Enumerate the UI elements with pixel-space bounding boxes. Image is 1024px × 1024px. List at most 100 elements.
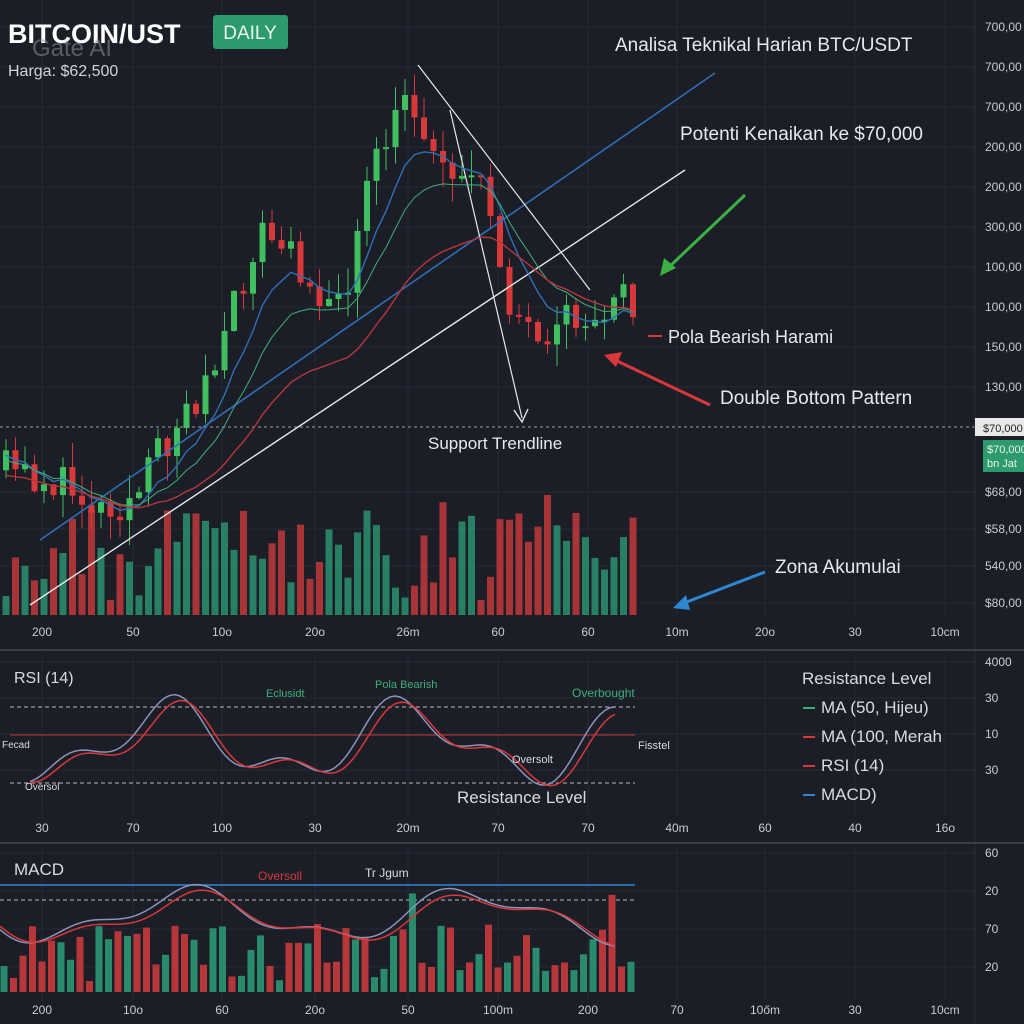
x-tick-label: 10őm [750, 1003, 780, 1017]
candle [316, 286, 323, 307]
legend-label: Resistance Level [802, 669, 931, 688]
volume-bar [88, 510, 95, 615]
volume-bar [487, 576, 494, 615]
candle [326, 298, 332, 307]
candle [202, 375, 209, 415]
x-tick-label: 40m [665, 821, 688, 835]
arrow-head [604, 352, 622, 367]
candle [269, 222, 275, 241]
panel-title: MACD [14, 860, 64, 879]
support-line [29, 169, 686, 606]
macd-bar [418, 962, 426, 992]
candle [402, 95, 408, 110]
legend-label: MACD) [821, 785, 877, 804]
volume-bar [439, 502, 447, 615]
macd-bar [181, 933, 188, 992]
overlays [0, 64, 975, 610]
candle [468, 175, 475, 178]
line [417, 64, 591, 291]
arrow [683, 570, 766, 605]
y-tick-label: 4000 [985, 655, 1012, 669]
candle [535, 321, 541, 342]
candle [250, 262, 256, 294]
macd-bar [570, 970, 578, 992]
candle [459, 175, 465, 179]
annotation: Zona Akumulai [775, 557, 901, 578]
x-tick-label: 10m [665, 625, 688, 639]
x-tick-label: 26m [396, 625, 419, 639]
macd-bar [238, 975, 245, 992]
candle [554, 324, 560, 345]
volume-bar [392, 587, 399, 615]
x-tick-label: 200 [32, 1003, 52, 1017]
macd-bar [608, 894, 616, 992]
candle [525, 316, 532, 322]
volume-bar [164, 510, 171, 615]
x-tick-label: 70 [581, 821, 595, 835]
volume-bar [211, 528, 219, 615]
x-tick-label: 20o [755, 625, 775, 639]
volume-bar [107, 599, 114, 615]
candle [611, 297, 617, 320]
macd-bar [190, 939, 198, 992]
macd-bar [57, 942, 65, 992]
macd-bar [133, 933, 141, 992]
volume-bar [230, 549, 238, 615]
volume-bar [572, 512, 580, 615]
candle [487, 176, 494, 217]
legend-label: MA (50, Hijeu) [821, 698, 929, 717]
volume-bar [69, 518, 76, 615]
volume-bar [620, 537, 627, 615]
macd-bar [542, 970, 549, 992]
volume-bar [316, 561, 323, 615]
macd-bar [390, 935, 397, 992]
volume-bar [563, 540, 570, 615]
x-tick-label: 200 [32, 625, 52, 639]
label: Pola Bearish [375, 679, 437, 691]
y-tick-label: 700,00 [985, 20, 1022, 34]
label: Fecad [2, 740, 30, 751]
candle [278, 240, 285, 249]
macd-bar [276, 980, 283, 992]
y-tick-label: 700,00 [985, 60, 1022, 74]
volume-bar [21, 565, 29, 615]
line [449, 109, 523, 419]
macd-bar [143, 927, 150, 992]
legend-label: RSI (14) [821, 756, 884, 775]
volume-bar [78, 574, 86, 615]
candle [164, 438, 171, 457]
candle [98, 502, 104, 513]
macd-bar [399, 929, 407, 992]
label: Oversolt [512, 754, 553, 766]
macd-bar [29, 926, 36, 992]
volume-bar [126, 561, 133, 615]
macd-bar [504, 962, 511, 992]
y-tick-label: 70 [985, 922, 999, 936]
x-tick-label: 100 [212, 821, 232, 835]
candle [3, 450, 9, 471]
y-tick-label: 150,00 [985, 340, 1022, 354]
macd-bar [342, 928, 350, 992]
macd-bar [0, 966, 8, 992]
candle [107, 502, 114, 517]
macd-bar [48, 940, 55, 992]
macd-bar [219, 926, 226, 992]
volume-bar [401, 597, 409, 615]
candle [145, 457, 152, 493]
annotation: Potenti Kenaikan ke $70,000 [680, 124, 923, 145]
y-tick-label: 540,00 [985, 559, 1022, 573]
x-tick-label: 10o [123, 1003, 143, 1017]
candle [193, 403, 199, 415]
volume-bar [534, 526, 542, 615]
macd-bar [380, 968, 388, 992]
macd-bar [86, 981, 93, 992]
candle [354, 230, 361, 293]
macd-bar [456, 970, 464, 992]
volume-bar [363, 510, 371, 615]
macd-bar [447, 927, 454, 992]
candle [421, 117, 427, 140]
volume-bar [135, 595, 143, 615]
candle [221, 330, 228, 371]
volume-bar [354, 532, 361, 615]
